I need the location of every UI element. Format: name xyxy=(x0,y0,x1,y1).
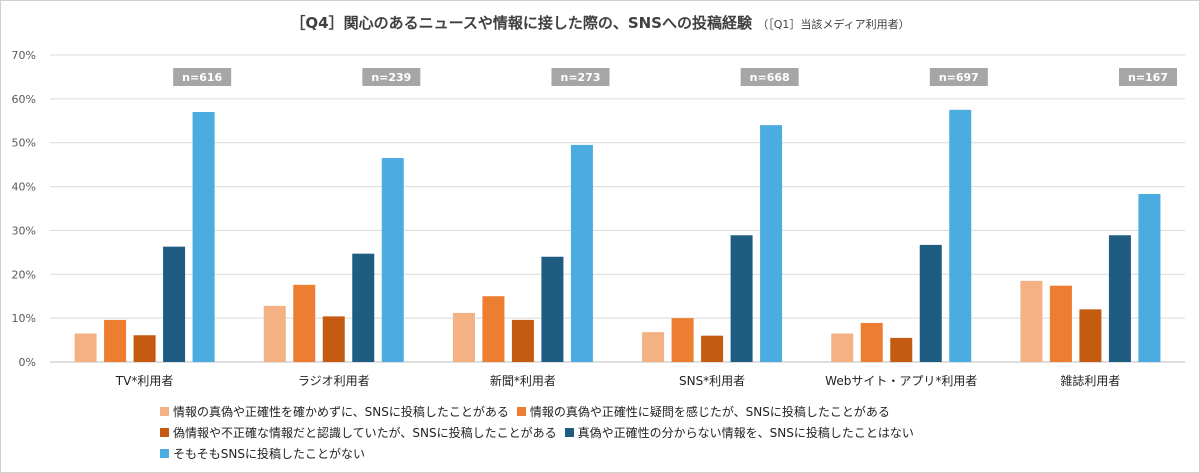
y-tick-label: 70% xyxy=(12,49,36,62)
bar xyxy=(919,244,942,362)
x-tick-label: TV*利用者 xyxy=(115,374,174,388)
bar xyxy=(293,284,316,362)
bar xyxy=(1108,235,1131,362)
y-tick-label: 60% xyxy=(12,93,36,106)
x-tick-label: SNS*利用者 xyxy=(679,374,745,388)
legend-label: 真偽や正確性の分からない情報を、SNSに投稿したことはない xyxy=(577,426,914,440)
legend-row: 偽情報や不正確な情報だと認識していたが、SNSに投稿したことがある 真偽や正確性の… xyxy=(160,422,1040,443)
y-tick-label: 30% xyxy=(12,224,36,237)
bar xyxy=(74,333,97,362)
bar xyxy=(133,335,156,362)
sample-size-label: n=239 xyxy=(371,71,411,84)
y-tick-label: 0% xyxy=(19,356,36,369)
bar xyxy=(831,333,854,362)
bar xyxy=(163,246,186,362)
legend-item: 情報の真偽や正確性を確かめずに、SNSに投稿したことがある xyxy=(160,401,509,422)
bar xyxy=(570,144,593,362)
x-tick-label: ラジオ利用者 xyxy=(298,374,370,388)
sample-size-badge xyxy=(173,68,232,86)
sample-size-badge xyxy=(551,68,610,86)
bar xyxy=(642,332,665,362)
bar xyxy=(192,112,215,362)
bar xyxy=(352,253,375,362)
sample-size-badge xyxy=(929,68,988,86)
bar xyxy=(541,256,564,362)
bar xyxy=(1079,309,1102,362)
legend-label: 情報の真偽や正確性を確かめずに、SNSに投稿したことがある xyxy=(173,405,509,419)
sample-size-label: n=697 xyxy=(939,71,979,84)
chart-legend: 情報の真偽や正確性を確かめずに、SNSに投稿したことがある 情報の真偽や正確性に疑… xyxy=(160,401,1040,464)
bar xyxy=(730,235,753,362)
bar xyxy=(1049,285,1072,362)
bar xyxy=(701,335,724,362)
legend-swatch xyxy=(564,428,574,437)
legend-item: そもそもSNSに投稿したことがない xyxy=(160,443,365,464)
x-tick-label: Webサイト・アプリ*利用者 xyxy=(825,374,977,388)
legend-label: そもそもSNSに投稿したことがない xyxy=(173,447,365,461)
sample-size-label: n=616 xyxy=(182,71,222,84)
legend-swatch xyxy=(160,407,169,416)
sample-size-badge xyxy=(1119,68,1177,86)
y-tick-label: 40% xyxy=(12,181,36,194)
y-tick-label: 20% xyxy=(12,268,36,281)
legend-item: 偽情報や不正確な情報だと認識していたが、SNSに投稿したことがある xyxy=(160,422,557,443)
sample-size-label: n=273 xyxy=(560,71,600,84)
bar xyxy=(860,322,883,362)
bar xyxy=(452,312,475,362)
bar xyxy=(1020,280,1043,362)
bar xyxy=(104,319,127,362)
bar xyxy=(949,109,972,362)
sample-size-label: n=668 xyxy=(750,71,790,84)
bar xyxy=(760,125,783,363)
legend-swatch xyxy=(160,428,169,437)
legend-item: 情報の真偽や正確性に疑問を感じたが、SNSに投稿したことがある xyxy=(516,401,890,422)
y-tick-label: 10% xyxy=(12,312,36,325)
x-tick-label: 新聞*利用者 xyxy=(490,373,556,388)
bar xyxy=(671,318,694,362)
chart-title: ［Q4］関心のあるニュースや情報に接した際の、SNSへの投稿経験 （［Q1］当該… xyxy=(0,12,1200,33)
legend-swatch xyxy=(160,449,169,458)
legend-item: 真偽や正確性の分からない情報を、SNSに投稿したことはない xyxy=(564,422,914,443)
y-tick-label: 50% xyxy=(12,137,36,150)
sample-size-badge xyxy=(362,68,421,86)
sample-size-label: n=167 xyxy=(1128,71,1168,84)
bar xyxy=(1138,194,1161,362)
sample-size-badge xyxy=(740,68,799,86)
legend-label: 偽情報や不正確な情報だと認識していたが、SNSに投稿したことがある xyxy=(173,426,557,440)
legend-label: 情報の真偽や正確性に疑問を感じたが、SNSに投稿したことがある xyxy=(529,405,890,419)
x-tick-label: 雑誌利用者 xyxy=(1060,373,1120,388)
bar xyxy=(890,337,913,362)
legend-swatch xyxy=(516,407,526,416)
legend-row: 情報の真偽や正確性を確かめずに、SNSに投稿したことがある 情報の真偽や正確性に疑… xyxy=(160,401,1040,422)
chart-subtitle: （［Q1］当該メディア利用者） xyxy=(757,18,910,31)
bar xyxy=(381,158,404,362)
bar xyxy=(263,305,286,362)
legend-row: そもそもSNSに投稿したことがない xyxy=(160,443,1040,464)
bar xyxy=(322,316,345,362)
bar xyxy=(511,319,534,362)
chart-title-text: ［Q4］関心のあるニュースや情報に接した際の、SNSへの投稿経験 xyxy=(290,14,752,32)
bar xyxy=(482,296,505,362)
